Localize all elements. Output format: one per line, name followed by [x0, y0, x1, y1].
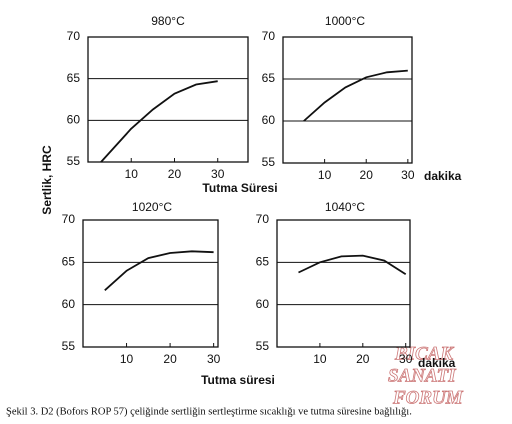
y-tick-label: 60 — [256, 297, 270, 311]
watermark-line: FORUM — [392, 387, 464, 408]
x-tick-label: 10 — [318, 168, 332, 182]
panel-title: 1020°C — [132, 200, 172, 214]
x-tick-label: 20 — [163, 352, 177, 366]
panel-title: 980°C — [151, 14, 185, 28]
y-tick-label: 55 — [62, 339, 76, 353]
plot-frame — [282, 36, 413, 164]
x-axis-label: Tutma Süresi — [202, 181, 277, 195]
panel-title: 1040°C — [325, 200, 365, 214]
y-tick-label: 70 — [256, 212, 270, 226]
watermark-line: BICAK — [394, 343, 454, 364]
x-tick-label: 10 — [313, 352, 327, 366]
x-tick-label: 30 — [399, 352, 413, 366]
y-tick-label: 60 — [67, 113, 81, 127]
y-axis-label: Sertlik, HRC — [40, 145, 54, 215]
y-tick-label: 60 — [62, 297, 76, 311]
plot-frame — [82, 219, 219, 348]
curve — [104, 250, 214, 291]
x-tick-label: 20 — [168, 167, 182, 181]
curve — [303, 69, 408, 122]
x-axis-label: dakika — [424, 169, 462, 183]
x-tick-label: 20 — [360, 168, 374, 182]
curve — [100, 80, 218, 163]
y-tick-label: 70 — [62, 212, 76, 226]
y-tick-label: 70 — [67, 29, 81, 43]
x-tick-label: 30 — [211, 167, 225, 181]
panel-title: 1000°C — [325, 14, 365, 28]
x-axis-label: Tutma süresi — [201, 373, 275, 387]
x-tick-label: 20 — [356, 352, 370, 366]
y-tick-label: 55 — [256, 339, 270, 353]
caption: Şekil 3. D2 (Bofors ROP 57) çeliğinde se… — [6, 406, 412, 417]
y-tick-label: 55 — [67, 154, 81, 168]
y-tick-label: 65 — [62, 255, 76, 269]
curve — [298, 254, 407, 275]
x-tick-label: 30 — [401, 168, 415, 182]
watermark: BICAK SANATI FORUM — [388, 343, 465, 409]
y-tick-label: 70 — [262, 29, 276, 43]
plot-frame — [276, 219, 411, 348]
y-tick-label: 65 — [67, 71, 81, 85]
x-axis-label: dakika — [418, 356, 456, 370]
x-tick-label: 10 — [125, 167, 139, 181]
y-tick-label: 60 — [262, 113, 276, 127]
y-tick-label: 55 — [262, 155, 276, 169]
y-tick-label: 65 — [262, 71, 276, 85]
x-tick-label: 30 — [207, 352, 221, 366]
y-tick-label: 65 — [256, 255, 270, 269]
x-tick-label: 10 — [120, 352, 134, 366]
watermark-line: SANATI — [388, 365, 456, 386]
